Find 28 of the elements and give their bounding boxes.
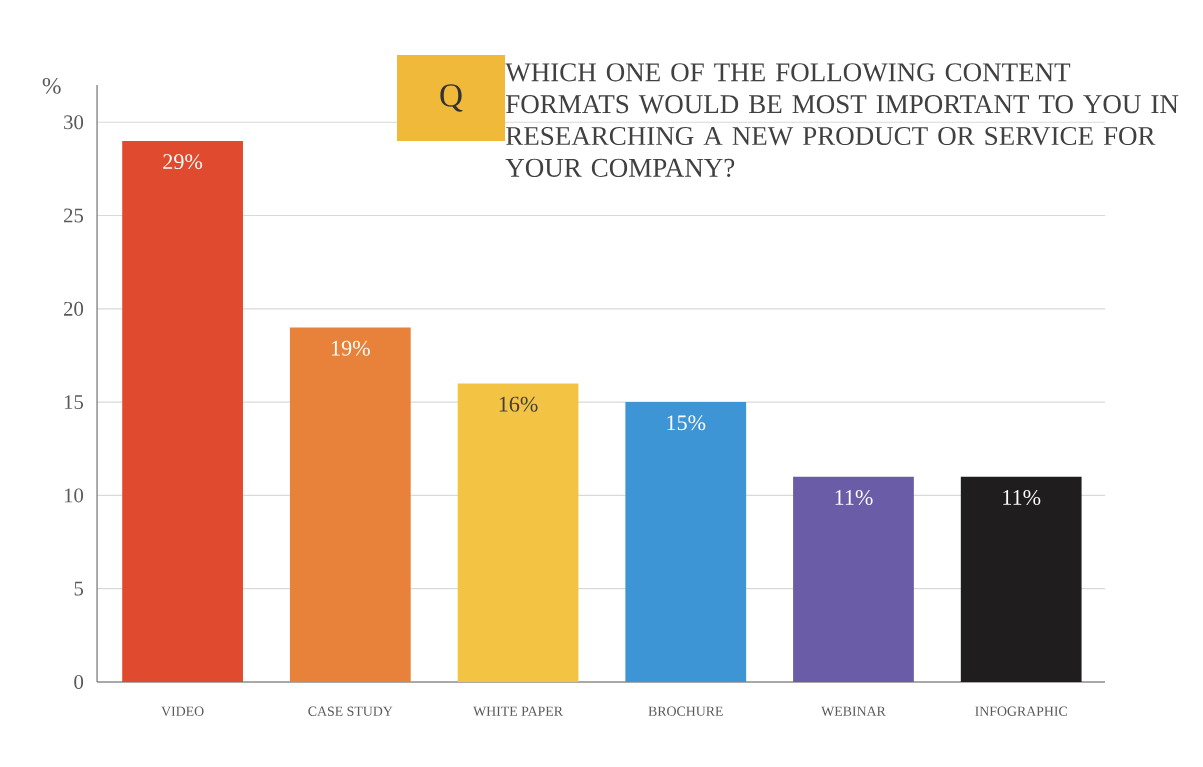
y-tick-label: 0 xyxy=(74,674,84,689)
data-label: 11% xyxy=(1003,489,1041,505)
annotation: Q xyxy=(440,84,463,112)
y-tick-label: 30 xyxy=(64,115,84,130)
x-tick-label: BROCHURE xyxy=(648,706,723,716)
x-tick-label: INFOGRAPHIC xyxy=(975,706,1067,716)
y-axis-title: % xyxy=(42,77,61,94)
data-label: 19% xyxy=(331,340,370,356)
y-tick-label: 15 xyxy=(64,395,84,410)
bar xyxy=(289,327,411,682)
text: WHICH ONE OF THE FOLLOWING CONTENT FORMATS WOULD BE MOST IMPORTANT TO YOU IN RESEARCHING A NEW PRODUCT OR SERVICE FOR YOUR COMPANY? xyxy=(505,63,1179,178)
data-label: 15% xyxy=(667,415,706,431)
data-label: 29% xyxy=(163,154,203,170)
y-tick-label: 5 xyxy=(74,581,84,596)
bar xyxy=(122,140,243,682)
data-label: 16% xyxy=(499,396,538,412)
x-tick-label: WHITE PAPER xyxy=(473,706,563,716)
y-tick-label: 10 xyxy=(64,488,84,503)
bar xyxy=(625,402,747,682)
x-tick-label: CASE STUDY xyxy=(308,706,393,716)
y-tick-label: 20 xyxy=(64,301,84,316)
bar xyxy=(960,476,1082,682)
x-tick-label: WEBINAR xyxy=(821,706,886,716)
y-tick-label: 25 xyxy=(64,208,84,223)
bar xyxy=(457,383,579,682)
data-label: 11% xyxy=(835,489,873,505)
x-tick-label: VIDEO xyxy=(161,706,204,716)
bar xyxy=(793,476,914,682)
